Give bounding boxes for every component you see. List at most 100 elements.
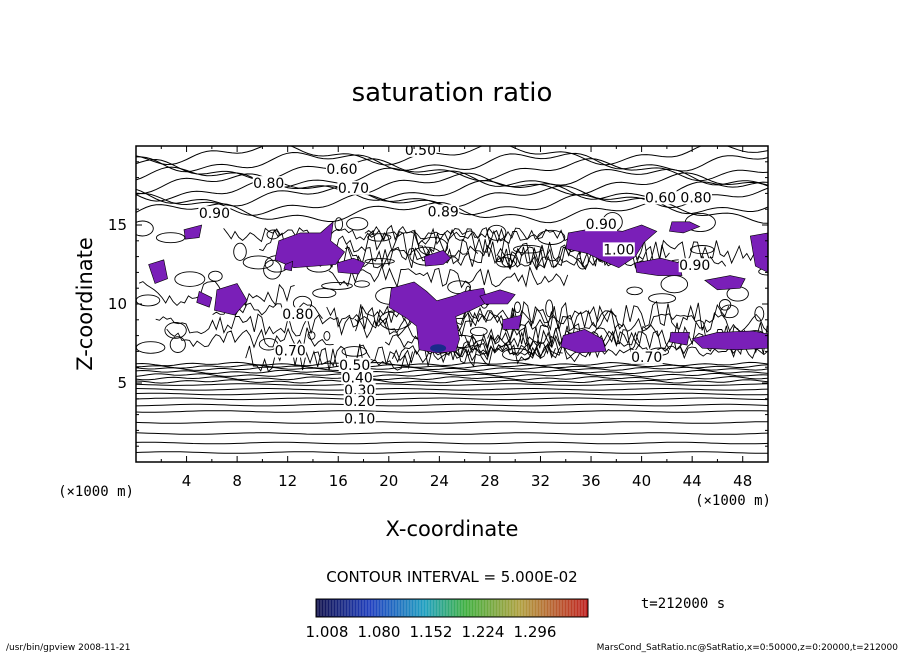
contour-line [391, 342, 556, 365]
contour-label-bg [198, 206, 231, 221]
contour-loop [312, 288, 337, 299]
colorbar-label: 1.080 [358, 623, 401, 641]
contour-label-bg [343, 411, 376, 426]
colorbar [315, 598, 589, 618]
contour-loop [648, 293, 677, 304]
y-axis: 5 10 15 [108, 161, 768, 447]
contour-label-bg [678, 258, 711, 273]
contour-loop [626, 286, 643, 296]
contour-line [223, 227, 588, 243]
contour-loop [513, 244, 544, 254]
supersaturated-region [388, 281, 488, 354]
supersaturated-region [560, 328, 607, 354]
footer-right: MarsCond_SatRatio.nc@SatRatio,x=0:50000,… [597, 643, 899, 653]
contour-loop [208, 270, 223, 282]
contour-line [470, 325, 768, 356]
contour-loop [545, 299, 554, 318]
contour-label: 0.80 [680, 190, 711, 206]
contour-label: 0.50 [405, 143, 436, 159]
contour-line [136, 421, 768, 424]
contour-loop [136, 341, 166, 354]
contour-loop [754, 306, 765, 322]
contour-loop [690, 245, 715, 255]
contour-line [354, 305, 617, 326]
contour-loop [514, 301, 521, 314]
contour-line [138, 280, 295, 307]
supersaturated-region [669, 221, 701, 234]
contour-label-bg [630, 349, 663, 364]
x-tick-label: 48 [733, 472, 752, 490]
contour-label-bg [427, 204, 460, 219]
contour-line [136, 451, 768, 454]
contour-label: 0.50 [339, 358, 370, 374]
contour-loop [233, 242, 247, 261]
contour-line [452, 310, 768, 333]
supersaturated-region [634, 257, 683, 276]
supersaturated-region [196, 290, 213, 308]
contour-line [364, 224, 544, 246]
contour-label: 0.40 [342, 370, 373, 386]
contour-label-bg [602, 242, 635, 257]
contour-label-bg [337, 180, 370, 195]
contour-line [136, 369, 768, 375]
supersaturated-region [148, 259, 168, 284]
contour-loop [169, 336, 186, 353]
contour-line [136, 158, 768, 182]
contour-line [136, 361, 768, 367]
contour-line [136, 146, 768, 166]
contour-loop [469, 326, 488, 337]
contour-line [136, 379, 768, 384]
x-axis: 4 8 12 16 20 24 28 32 36 40 44 48 [160, 146, 752, 490]
contour-loop [537, 229, 566, 245]
contour-loop [174, 271, 206, 287]
contour-line [136, 366, 768, 372]
contour-label-bg [341, 370, 374, 385]
contour-interval-text: CONTOUR INTERVAL = 5.000E-02 [326, 568, 577, 586]
contour-line [136, 372, 768, 378]
contour-label: 0.60 [326, 162, 357, 178]
contour-loop [341, 346, 368, 357]
contour-loop [323, 331, 331, 341]
contour-loop [263, 259, 282, 280]
contour-loop [364, 258, 395, 265]
colorbar-label: 1.008 [306, 623, 349, 641]
contour-loop [502, 348, 532, 361]
colorbar-labels: 1.008 1.080 1.152 1.224 1.296 [306, 623, 557, 641]
contour-line [328, 264, 569, 289]
contour-label: 0.89 [428, 205, 459, 221]
x-axis-title: X-coordinate [386, 517, 519, 541]
contour-label: 0.60 [645, 190, 676, 206]
contour-line [136, 392, 768, 396]
x-tick-label: 28 [480, 472, 499, 490]
contour-line [166, 327, 334, 350]
contour-label-bg [281, 307, 314, 322]
contour-loop [307, 331, 316, 340]
y-tick-label: 15 [108, 216, 127, 234]
contour-line [136, 151, 768, 173]
contour-line [136, 383, 768, 386]
supersaturated-region [214, 283, 248, 316]
colorbar-stripes [317, 600, 586, 616]
contour-label: 0.90 [199, 206, 230, 222]
supersaturated-region [283, 260, 294, 272]
y-tick-label: 10 [108, 295, 127, 313]
contour-label: 1.00 [603, 242, 634, 258]
contour-line [245, 343, 413, 373]
contour-label-bg [644, 190, 677, 205]
x-tick-label: 12 [278, 472, 297, 490]
supersaturated-region [336, 257, 366, 275]
contour-label-bg [680, 190, 712, 205]
contour-loop [334, 217, 344, 231]
contour-label-bg [326, 161, 358, 176]
x-tick-label: 44 [683, 472, 702, 490]
supersaturated-region [704, 275, 746, 291]
contour-line [136, 403, 768, 407]
contour-line [136, 441, 768, 445]
supersaturated-region [274, 221, 346, 269]
contour-label-bg [585, 217, 618, 232]
contour-label-bg [274, 343, 307, 358]
y-tick-label: 5 [117, 374, 127, 392]
contour-line [136, 432, 768, 435]
chart-title: saturation ratio [352, 78, 553, 108]
x-tick-label: 20 [379, 472, 398, 490]
